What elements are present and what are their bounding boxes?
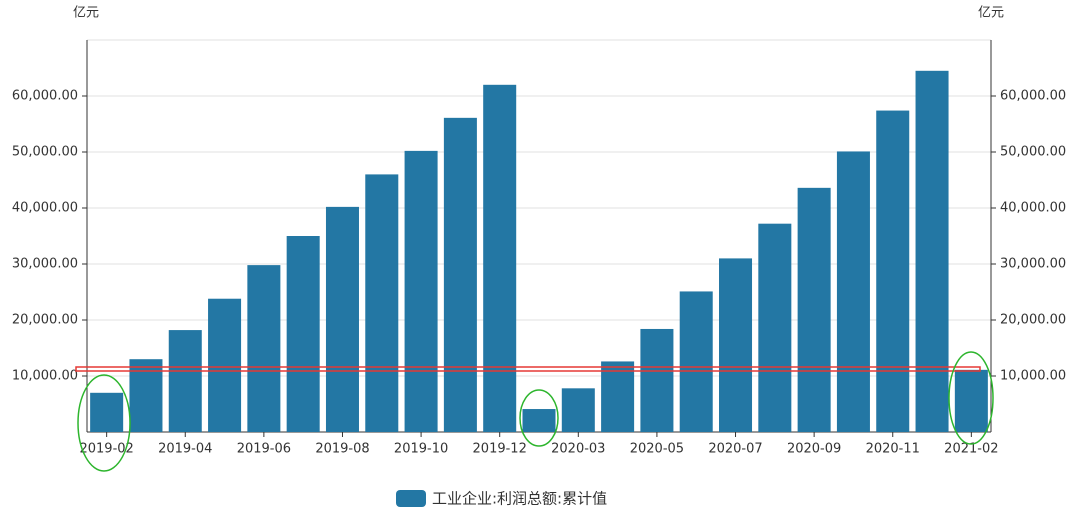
y-tick-label: 50,000.00 (12, 145, 78, 160)
bar (954, 369, 988, 432)
bar (640, 328, 674, 432)
bar (443, 117, 477, 432)
y-tick-label: 30,000.00 (12, 257, 78, 272)
green-circle (948, 351, 994, 445)
x-tick-label: 2020-11 (866, 442, 920, 457)
bar (404, 150, 438, 432)
x-tick-label: 2021-02 (944, 442, 998, 457)
bar (129, 359, 163, 432)
bar (561, 388, 595, 432)
x-tick-label: 2020-09 (787, 442, 841, 457)
x-tick-label: 2019-10 (394, 442, 448, 457)
y-tick-label: 20,000.00 (12, 313, 78, 328)
y-tick-label: 60,000.00 (12, 89, 78, 104)
bar (208, 298, 242, 432)
bar (836, 151, 870, 432)
x-tick-label: 2019-12 (473, 442, 527, 457)
bar (601, 361, 635, 432)
bar (915, 70, 949, 433)
bar (719, 258, 753, 432)
green-circle (519, 389, 559, 447)
bar (247, 265, 281, 432)
x-tick-label: 2020-07 (708, 442, 762, 457)
x-tick-label: 2019-02 (79, 442, 133, 457)
bar (876, 110, 910, 432)
bar (522, 409, 556, 432)
bar (286, 236, 320, 432)
bar (365, 174, 399, 432)
x-tick-label: 2020-03 (551, 442, 605, 457)
y2-tick-label: 20,000.00 (1000, 313, 1066, 328)
y2-tick-label: 10,000.00 (1000, 369, 1066, 384)
bar (758, 223, 792, 432)
y2-tick-label: 50,000.00 (1000, 145, 1066, 160)
y2-tick-label: 60,000.00 (1000, 89, 1066, 104)
bar (483, 84, 517, 433)
y-unit: 亿元 (73, 6, 99, 21)
x-tick-label: 2019-08 (315, 442, 369, 457)
y2-tick-label: 40,000.00 (1000, 201, 1066, 216)
x-tick-label: 2019-04 (158, 442, 212, 457)
bar (797, 187, 831, 432)
bar (168, 330, 202, 432)
y2-unit: 亿元 (978, 6, 1004, 21)
y-tick-label: 40,000.00 (12, 201, 78, 216)
bar (90, 392, 124, 432)
x-tick-label: 2019-06 (237, 442, 291, 457)
y-tick-label: 10,000.00 (12, 369, 78, 384)
y2-tick-label: 30,000.00 (1000, 257, 1066, 272)
bar (679, 291, 713, 432)
legend-swatch (396, 490, 426, 507)
legend-label: 工业企业:利润总额:累计值 (432, 490, 607, 508)
x-tick-label: 2020-05 (630, 442, 684, 457)
bar (325, 206, 359, 432)
red-line-annotation (75, 366, 981, 372)
green-circle (77, 374, 131, 472)
